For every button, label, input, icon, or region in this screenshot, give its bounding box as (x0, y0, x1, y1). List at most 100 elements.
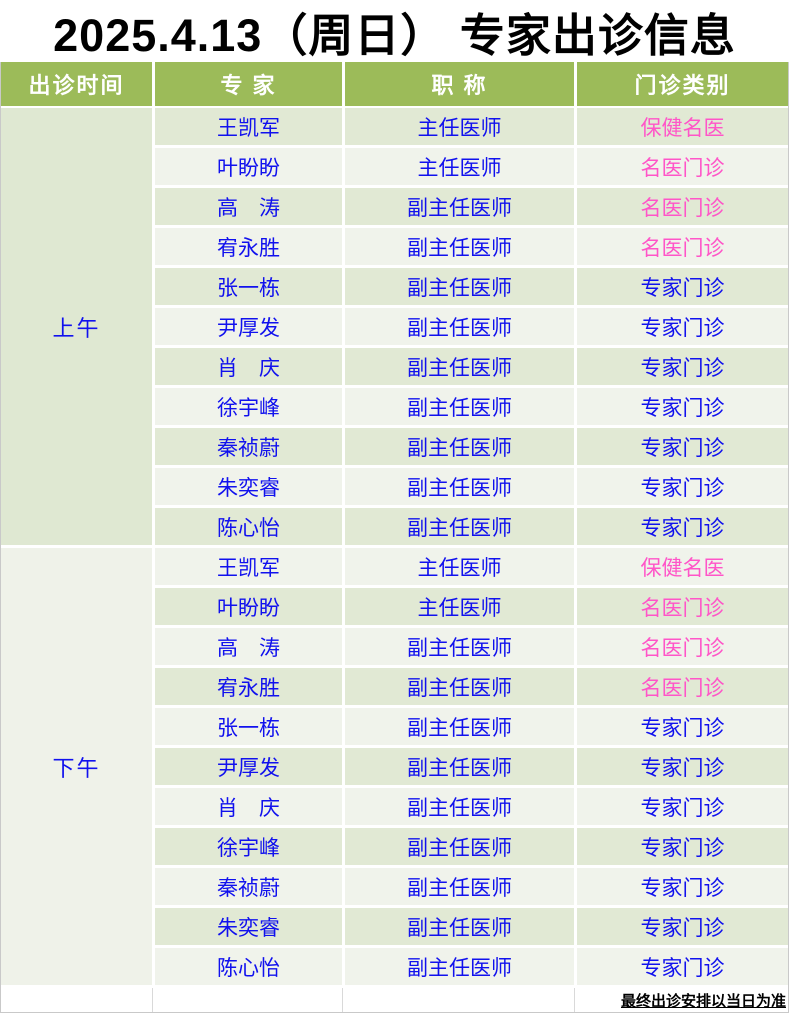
time-cell-afternoon: 下午 (1, 548, 152, 985)
clinic-category-cell: 专家门诊 (577, 748, 788, 785)
doctor-name-cell: 宥永胜 (155, 228, 342, 265)
clinic-category-cell: 名医门诊 (577, 148, 788, 185)
doctor-name-cell: 高 涛 (155, 628, 342, 665)
footer-divider (574, 988, 575, 1012)
doctor-title-cell: 主任医师 (345, 548, 574, 585)
doctor-name-cell: 张一栋 (155, 708, 342, 745)
doctor-title-cell: 副主任医师 (345, 188, 574, 225)
time-column: 上午 下午 (1, 108, 152, 988)
clinic-category-cell: 专家门诊 (577, 788, 788, 825)
doctor-name-cell: 尹厚发 (155, 748, 342, 785)
doctor-title-cell: 主任医师 (345, 148, 574, 185)
table-row: 陈心怡 副主任医师 专家门诊 (155, 948, 788, 985)
clinic-category-cell: 专家门诊 (577, 468, 788, 505)
table-row: 宥永胜 副主任医师 名医门诊 (155, 668, 788, 705)
doctor-name-cell: 张一栋 (155, 268, 342, 305)
table-row: 尹厚发 副主任医师 专家门诊 (155, 308, 788, 345)
clinic-category-cell: 专家门诊 (577, 428, 788, 465)
clinic-category-cell: 名医门诊 (577, 668, 788, 705)
doctor-title-cell: 副主任医师 (345, 868, 574, 905)
table-row: 朱奕睿 副主任医师 专家门诊 (155, 908, 788, 945)
doctor-name-cell: 朱奕睿 (155, 468, 342, 505)
doctor-name-cell: 宥永胜 (155, 668, 342, 705)
header-time-column: 出诊时间 (1, 62, 152, 106)
doctor-title-cell: 副主任医师 (345, 828, 574, 865)
table-row: 尹厚发 副主任医师 专家门诊 (155, 748, 788, 785)
table-footer-row: 最终出诊安排以当日为准 (1, 988, 788, 1012)
doctor-title-cell: 副主任医师 (345, 508, 574, 545)
table-header-row: 出诊时间 专 家 职 称 门诊类别 (1, 62, 788, 106)
doctor-name-cell: 朱奕睿 (155, 908, 342, 945)
clinic-category-cell: 专家门诊 (577, 708, 788, 745)
doctor-name-cell: 徐宇峰 (155, 388, 342, 425)
doctor-name-cell: 陈心怡 (155, 508, 342, 545)
table-row: 秦祯蔚 副主任医师 专家门诊 (155, 428, 788, 465)
clinic-category-cell: 名医门诊 (577, 588, 788, 625)
table-row: 秦祯蔚 副主任医师 专家门诊 (155, 868, 788, 905)
table-row: 徐宇峰 副主任医师 专家门诊 (155, 828, 788, 865)
footnote: 最终出诊安排以当日为准 (620, 992, 786, 1010)
table-row: 肖 庆副主任医师 专家门诊 (155, 348, 788, 385)
doctor-title-cell: 副主任医师 (345, 468, 574, 505)
doctor-title-cell: 副主任医师 (345, 668, 574, 705)
page-title: 2025.4.13（周日） 专家出诊信息 (53, 9, 736, 61)
table-row: 朱奕睿 副主任医师 专家门诊 (155, 468, 788, 505)
doctor-name-cell: 秦祯蔚 (155, 868, 342, 905)
doctor-name-cell: 高 涛 (155, 188, 342, 225)
doctor-title-cell: 副主任医师 (345, 348, 574, 385)
doctor-title-cell: 副主任医师 (345, 708, 574, 745)
clinic-category-cell: 专家门诊 (577, 348, 788, 385)
table-body: 上午 下午 王凯军 主任医师 保健名医 叶盼盼 主任医师 名医门诊高 涛副主任医师 名医门诊… (1, 108, 788, 988)
doctor-name-cell: 徐宇峰 (155, 828, 342, 865)
table-row: 高 涛副主任医师 名医门诊 (155, 628, 788, 665)
footer-divider (342, 988, 343, 1012)
header-title-column: 职 称 (345, 62, 574, 106)
table-row: 张一栋 副主任医师 专家门诊 (155, 268, 788, 305)
clinic-category-cell: 专家门诊 (577, 908, 788, 945)
header-category-column: 门诊类别 (577, 62, 788, 106)
clinic-category-cell: 名医门诊 (577, 228, 788, 265)
table-row: 肖 庆副主任医师 专家门诊 (155, 788, 788, 825)
doctor-title-cell: 主任医师 (345, 588, 574, 625)
schedule-table: 出诊时间 专 家 职 称 门诊类别 上午 下午 王凯军 主任医师 保健名医 叶盼盼 主任… (0, 62, 789, 1013)
doctor-title-cell: 副主任医师 (345, 628, 574, 665)
table-row: 叶盼盼 主任医师 名医门诊 (155, 588, 788, 625)
clinic-category-cell: 专家门诊 (577, 388, 788, 425)
doctor-name-cell: 肖 庆 (155, 788, 342, 825)
clinic-category-cell: 专家门诊 (577, 308, 788, 345)
table-row: 王凯军 主任医师 保健名医 (155, 108, 788, 145)
table-row: 徐宇峰 副主任医师 专家门诊 (155, 388, 788, 425)
doctor-title-cell: 副主任医师 (345, 268, 574, 305)
clinic-category-cell: 专家门诊 (577, 868, 788, 905)
doctor-title-cell: 副主任医师 (345, 228, 574, 265)
doctor-rows: 王凯军 主任医师 保健名医 叶盼盼 主任医师 名医门诊高 涛副主任医师 名医门诊 宥永胜 副主任… (155, 108, 788, 988)
doctor-title-cell: 副主任医师 (345, 788, 574, 825)
clinic-category-cell: 保健名医 (577, 548, 788, 585)
clinic-category-cell: 专家门诊 (577, 268, 788, 305)
doctor-title-cell: 副主任医师 (345, 748, 574, 785)
doctor-name-cell: 肖 庆 (155, 348, 342, 385)
table-row: 王凯军 主任医师 保健名医 (155, 548, 788, 585)
clinic-category-cell: 专家门诊 (577, 828, 788, 865)
table-row: 宥永胜 副主任医师 名医门诊 (155, 228, 788, 265)
time-cell-morning: 上午 (1, 108, 152, 545)
table-row: 张一栋 副主任医师 专家门诊 (155, 708, 788, 745)
header-expert-column: 专 家 (155, 62, 342, 106)
doctor-title-cell: 副主任医师 (345, 308, 574, 345)
clinic-category-cell: 名医门诊 (577, 628, 788, 665)
doctor-name-cell: 叶盼盼 (155, 148, 342, 185)
table-row: 叶盼盼 主任医师 名医门诊 (155, 148, 788, 185)
clinic-category-cell: 保健名医 (577, 108, 788, 145)
doctor-name-cell: 叶盼盼 (155, 588, 342, 625)
doctor-title-cell: 副主任医师 (345, 388, 574, 425)
doctor-title-cell: 主任医师 (345, 108, 574, 145)
clinic-category-cell: 专家门诊 (577, 948, 788, 985)
table-row: 高 涛副主任医师 名医门诊 (155, 188, 788, 225)
table-row: 陈心怡 副主任医师 专家门诊 (155, 508, 788, 545)
clinic-category-cell: 专家门诊 (577, 508, 788, 545)
doctor-name-cell: 陈心怡 (155, 948, 342, 985)
doctor-title-cell: 副主任医师 (345, 908, 574, 945)
clinic-category-cell: 名医门诊 (577, 188, 788, 225)
footer-divider (152, 988, 153, 1012)
